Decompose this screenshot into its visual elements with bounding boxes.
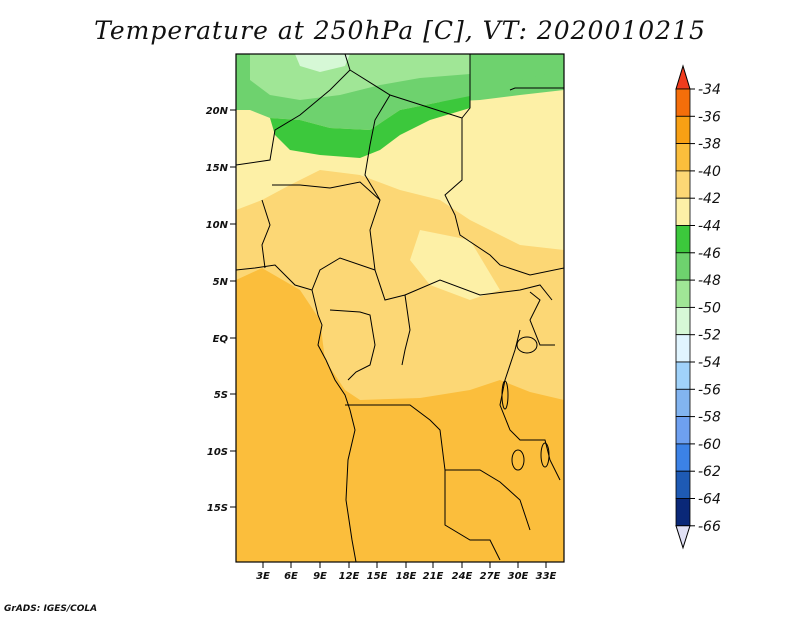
colorbar-segment <box>675 388 691 417</box>
colorbar-label: -44 <box>698 219 721 235</box>
colorbar-arrow-bottom <box>675 525 691 550</box>
lon-axis: 3E 6E 9E 12E 15E 18E 21E 24E 27E 30E 33E <box>256 571 556 582</box>
lon-label: 33E <box>536 571 557 582</box>
colorbar-arrow-top <box>675 64 691 90</box>
colorbar-segment <box>675 498 691 527</box>
lon-label: 21E <box>423 571 444 582</box>
band-minus-38-west <box>236 268 564 562</box>
colorbar-segment <box>675 470 691 499</box>
lon-label: 6E <box>284 571 298 582</box>
lat-label: 5N <box>213 277 229 288</box>
lon-label: 24E <box>452 571 473 582</box>
colorbar-segment <box>675 115 691 145</box>
colorbar-label: -66 <box>698 519 721 535</box>
colorbar-label: -54 <box>698 355 721 371</box>
lon-label: 9E <box>313 571 327 582</box>
map-title: Temperature at 250hPa [C], VT: 202001021… <box>94 16 706 45</box>
colorbar-segment <box>675 443 691 472</box>
band-minus-42-patch <box>410 230 500 300</box>
colorbar-label: -62 <box>698 464 721 480</box>
colorbar: -34 -36 -38 -40 -42 -44 -46 -48 -50 -52 -54 -56 -58 -… <box>675 64 721 550</box>
colorbar-label: -34 <box>698 82 721 98</box>
band-minus-48-ne <box>470 54 564 90</box>
credit-label: GrADS: IGES/COLA <box>4 604 98 614</box>
lon-label: 18E <box>396 571 417 582</box>
axis-ticks <box>230 109 547 568</box>
lat-label: 15S <box>207 503 228 514</box>
colorbar-label: -38 <box>698 137 721 153</box>
lat-axis: 20N 15N 10N 5N EQ 5S 10S 15S <box>206 106 229 514</box>
colorbar-segment <box>675 361 691 390</box>
colorbar-label: -58 <box>698 410 721 426</box>
country-borders <box>236 54 564 562</box>
colorbar-label: -36 <box>698 109 721 125</box>
lat-label: EQ <box>213 334 229 345</box>
colorbar-segment <box>675 170 691 199</box>
lat-label: 15N <box>206 163 229 174</box>
lon-label: 15E <box>367 571 388 582</box>
colorbar-label: -50 <box>698 300 721 316</box>
colorbar-segment <box>675 88 691 117</box>
lakes <box>501 336 550 471</box>
lat-label: 10S <box>207 447 228 458</box>
colorbar-label: -64 <box>698 492 721 508</box>
lon-label: 12E <box>339 571 360 582</box>
colorbar-label: -42 <box>698 191 721 207</box>
lon-label: 30E <box>508 571 529 582</box>
lat-label: 20N <box>206 106 229 117</box>
colorbar-segment <box>675 416 691 445</box>
colorbar-segment <box>675 225 691 254</box>
colorbar-label: -52 <box>698 328 721 344</box>
band-minus-52 <box>295 54 350 72</box>
temperature-field <box>236 54 564 562</box>
colorbar-label: -60 <box>698 437 721 453</box>
colorbar-segment <box>675 334 691 363</box>
lon-label: 27E <box>480 571 501 582</box>
colorbar-segment <box>675 306 691 336</box>
band-minus-46 <box>270 96 470 158</box>
colorbar-segment <box>675 143 691 172</box>
colorbar-label: -40 <box>698 164 721 180</box>
colorbar-segment <box>675 279 691 308</box>
colorbar-segment <box>675 197 691 226</box>
lat-label: 10N <box>206 220 229 231</box>
map-frame <box>235 53 565 563</box>
colorbar-label: -48 <box>698 273 721 289</box>
lon-label: 3E <box>256 571 270 582</box>
colorbar-label: -56 <box>698 382 721 398</box>
lat-label: 5S <box>214 390 228 401</box>
colorbar-segment <box>675 252 691 281</box>
colorbar-label: -46 <box>698 246 721 262</box>
